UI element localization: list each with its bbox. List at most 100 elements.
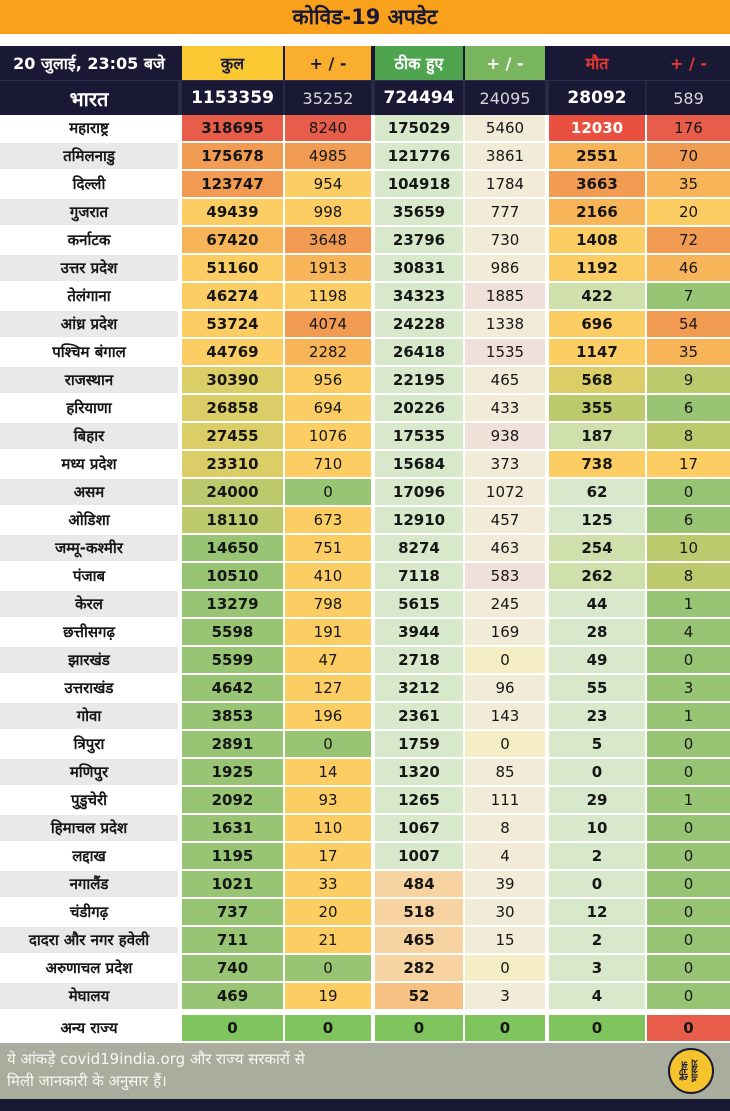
total-cell: 44769 <box>178 339 283 367</box>
total-change-cell: 673 <box>283 507 371 535</box>
deaths-change-cell: 1 <box>645 703 730 731</box>
total-cell: 53724 <box>178 311 283 339</box>
deaths-change-cell: 0 <box>645 899 730 927</box>
total-change-cell: 998 <box>283 199 371 227</box>
total-cell: 318695 <box>178 115 283 143</box>
total-cell: 30390 <box>178 367 283 395</box>
recovered-change-cell: 1535 <box>463 339 545 367</box>
deaths-change-cell: 35 <box>645 339 730 367</box>
table-row: छत्तीसगढ़ 5598 191 3944 169 28 4 <box>0 619 730 647</box>
table-row: बिहार 27455 1076 17535 938 187 8 <box>0 423 730 451</box>
recovered-change-cell: 245 <box>463 591 545 619</box>
state-rows: महाराष्ट्र 318695 8240 175029 5460 12030 176 तम… <box>0 115 730 1043</box>
deaths-change-cell: 70 <box>645 143 730 171</box>
deaths-change-cell: 0 <box>645 927 730 955</box>
deaths-cell: 568 <box>545 367 645 395</box>
recovered-change-cell: 3 <box>463 983 545 1011</box>
deaths-cell: 254 <box>545 535 645 563</box>
total-change-cell: 1076 <box>283 423 371 451</box>
state-name: छत्तीसगढ़ <box>0 619 178 647</box>
total-cell: 469 <box>178 983 283 1011</box>
state-name: नगालैंड <box>0 871 178 899</box>
total-cell: 10510 <box>178 563 283 591</box>
deaths-cell: 125 <box>545 507 645 535</box>
deaths-cell: 23 <box>545 703 645 731</box>
state-name: त्रिपुरा <box>0 731 178 759</box>
recovered-change-cell: 373 <box>463 451 545 479</box>
dainik-bhaskar-logo-text: दैनिक भास्कर <box>680 1060 701 1083</box>
total-cell: 67420 <box>178 227 283 255</box>
deaths-cell: 12 <box>545 899 645 927</box>
total-change-cell: 93 <box>283 787 371 815</box>
total-change-cell: 20 <box>283 899 371 927</box>
table-row: गोवा 3853 196 2361 143 23 1 <box>0 703 730 731</box>
table-row: मेघालय 469 19 52 3 4 0 <box>0 983 730 1011</box>
recovered-change-cell: 3861 <box>463 143 545 171</box>
deaths-cell: 3 <box>545 955 645 983</box>
deaths-cell: 2166 <box>545 199 645 227</box>
table-row: उत्तर प्रदेश 51160 1913 30831 986 1192 46 <box>0 255 730 283</box>
table-row: ओडिशा 18110 673 12910 457 125 6 <box>0 507 730 535</box>
total-change-cell: 110 <box>283 815 371 843</box>
india-recovered: 724494 <box>371 81 463 115</box>
total-change-cell: 3648 <box>283 227 371 255</box>
deaths-change-cell: 0 <box>645 871 730 899</box>
total-change-cell: 14 <box>283 759 371 787</box>
source-footer: ये आंकड़े covid19india.org और राज्य सरका… <box>0 1043 730 1099</box>
banner-spacer <box>0 34 730 46</box>
table-row: गुजरात 49439 998 35659 777 2166 20 <box>0 199 730 227</box>
total-change-cell: 2282 <box>283 339 371 367</box>
recovered-change-cell: 143 <box>463 703 545 731</box>
deaths-change-cell: 7 <box>645 283 730 311</box>
recovered-cell: 8274 <box>371 535 463 563</box>
total-change-cell: 127 <box>283 675 371 703</box>
state-name: आंध्र प्रदेश <box>0 311 178 339</box>
deaths-change-cell: 46 <box>645 255 730 283</box>
recovered-change-cell: 8 <box>463 815 545 843</box>
total-cell: 26858 <box>178 395 283 423</box>
deaths-cell: 0 <box>545 1015 645 1043</box>
deaths-cell: 0 <box>545 871 645 899</box>
recovered-cell: 1007 <box>371 843 463 871</box>
state-name: झारखंड <box>0 647 178 675</box>
total-cell: 5599 <box>178 647 283 675</box>
recovered-change-cell: 465 <box>463 367 545 395</box>
total-cell: 3853 <box>178 703 283 731</box>
table-row: चंडीगढ़ 737 20 518 30 12 0 <box>0 899 730 927</box>
total-cell: 2891 <box>178 731 283 759</box>
deaths-change-cell: 8 <box>645 423 730 451</box>
deaths-change-cell: 176 <box>645 115 730 143</box>
deaths-cell: 5 <box>545 731 645 759</box>
recovered-change-cell: 1072 <box>463 479 545 507</box>
india-label: भारत <box>69 86 109 111</box>
table-row: दिल्ली 123747 954 104918 1784 3663 35 <box>0 171 730 199</box>
recovered-change-cell: 433 <box>463 395 545 423</box>
table-row: राजस्थान 30390 956 22195 465 568 9 <box>0 367 730 395</box>
dainik-bhaskar-logo: दैनिक भास्कर <box>668 1048 714 1094</box>
total-cell: 14650 <box>178 535 283 563</box>
recovered-cell: 5615 <box>371 591 463 619</box>
recovered-change-cell: 85 <box>463 759 545 787</box>
recovered-change-cell: 583 <box>463 563 545 591</box>
deaths-change-cell: 10 <box>645 535 730 563</box>
deaths-change-cell: 0 <box>645 983 730 1011</box>
deaths-change-cell: 0 <box>645 731 730 759</box>
state-name: मणिपुर <box>0 759 178 787</box>
deaths-change-cell: 3 <box>645 675 730 703</box>
page-title: कोविड-19 अपडेट <box>292 5 438 29</box>
column-header-row: 20 जुलाई, 23:05 बजे कुल + / - ठीक हुए + … <box>0 46 730 80</box>
recovered-change-cell: 463 <box>463 535 545 563</box>
recovered-cell: 465 <box>371 927 463 955</box>
total-cell: 51160 <box>178 255 283 283</box>
recovered-cell: 52 <box>371 983 463 1011</box>
state-name: गोवा <box>0 703 178 731</box>
recovered-change-cell: 938 <box>463 423 545 451</box>
deaths-change-cell: 0 <box>645 955 730 983</box>
recovered-cell: 104918 <box>371 171 463 199</box>
state-name: दादरा और नगर हवेली <box>0 927 178 955</box>
recovered-change-cell: 0 <box>463 731 545 759</box>
deaths-change-cell: 4 <box>645 619 730 647</box>
recovered-change-cell: 169 <box>463 619 545 647</box>
recovered-cell: 1320 <box>371 759 463 787</box>
india-recovered-change: 24095 <box>463 81 545 115</box>
